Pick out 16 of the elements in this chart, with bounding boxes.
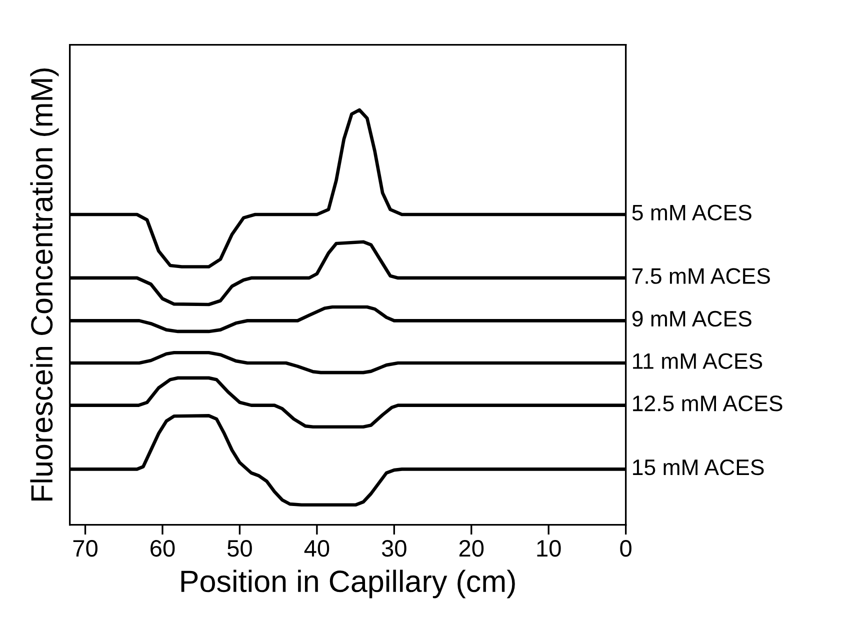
x-tick-label: 0 [620, 540, 632, 557]
x-tick-label: 70 [73, 540, 98, 557]
series-label: 5 mM ACES [632, 204, 752, 220]
y-axis-title: Fluorescein Concentration (mM) [30, 68, 59, 500]
x-tick-label: 10 [537, 540, 561, 557]
x-tick-label: 50 [228, 540, 252, 557]
x-tick-label: 40 [304, 540, 330, 557]
series-label: 15 mM ACES [633, 459, 764, 476]
x-tick-label: 20 [459, 540, 484, 557]
series-label: 9 mM ACES [632, 310, 752, 327]
series-label: 11 mM ACES [633, 353, 762, 369]
x-tick-label: 30 [382, 540, 406, 557]
series-label: 12.5 mM ACES [633, 396, 782, 412]
x-tick-label: 60 [150, 540, 175, 557]
x-axis-title: Position in Capillary (cm) [181, 570, 515, 598]
series-label: 7.5 mM ACES [632, 268, 770, 284]
